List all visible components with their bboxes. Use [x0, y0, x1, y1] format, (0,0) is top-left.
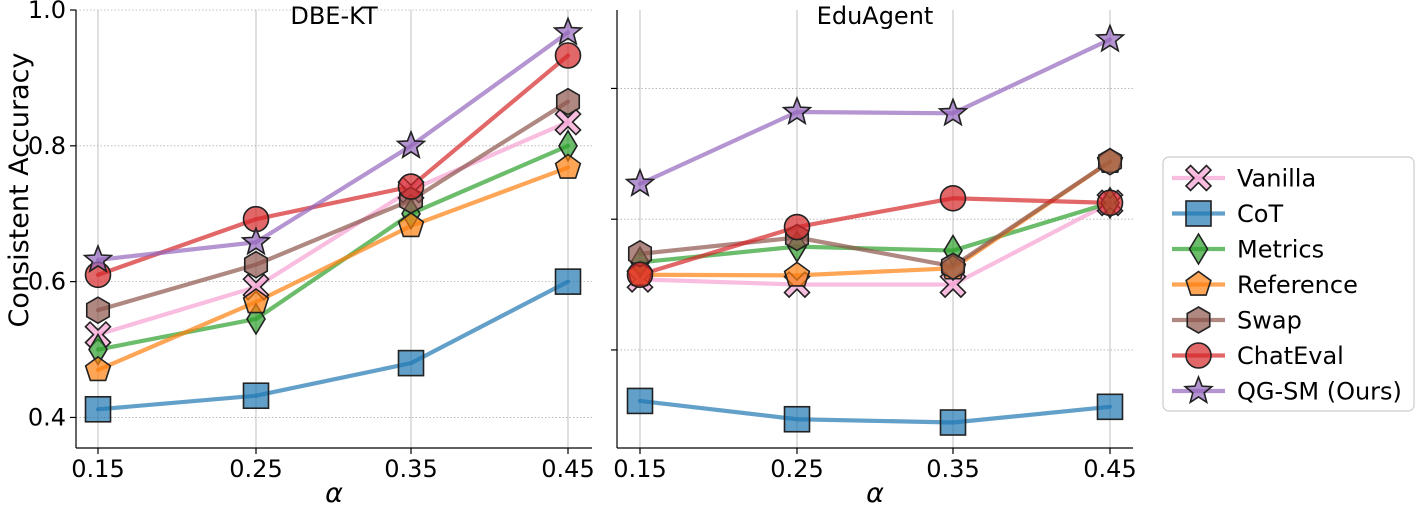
data-point-cot — [939, 409, 967, 436]
series-line-metrics — [637, 200, 1113, 265]
series-line-reference — [637, 159, 1113, 278]
legend-frame — [1162, 156, 1415, 412]
legend-label-reference: Reference — [1237, 271, 1358, 299]
series-line-cot — [637, 398, 1113, 425]
data-point-reference — [397, 211, 425, 238]
x-tick-label: 0.35 — [384, 455, 437, 483]
data-point-qg-sm-ours — [395, 129, 427, 159]
y-tick-label: 0.8 — [28, 132, 66, 160]
legend-label-metrics: Metrics — [1237, 236, 1324, 264]
panel-dbe-kt: 0.15 0.25 0.35 0.45 0.4 0.6 0.8 1.0 DBE-KT α — [28, 0, 595, 509]
legend-pentagon-icon — [1185, 270, 1212, 296]
panel-eduagent: 0.15 0.25 0.35 0.45 EduAgent α — [611, 2, 1137, 509]
data-point-qg-sm-ours — [937, 97, 969, 127]
series-line-chateval — [95, 53, 571, 277]
chart-title: DBE-KT — [290, 2, 378, 30]
series-line-swap — [637, 159, 1113, 269]
legend-label-qg-sm-ours: QG-SM (Ours) — [1237, 378, 1402, 406]
data-point-chateval — [554, 42, 582, 69]
data-point-cot — [397, 349, 425, 377]
chart-title: EduAgent — [817, 2, 934, 30]
series-line-chateval — [637, 196, 1113, 277]
data-point-cot — [1096, 393, 1124, 421]
legend-x-icon — [1184, 164, 1213, 192]
data-point-cot — [242, 382, 270, 410]
data-point-cot — [554, 268, 582, 295]
x-tick-label: 0.15 — [71, 455, 124, 483]
ticks-right: 0.15 0.25 0.35 0.45 — [611, 87, 1137, 483]
data-point-swap — [555, 87, 581, 116]
series-line-swap — [95, 99, 571, 313]
data-point-reference — [84, 355, 112, 382]
x-tick-label: 0.25 — [770, 455, 823, 483]
data-point-swap — [940, 252, 966, 281]
data-point-reference — [783, 261, 811, 287]
y-tick-label: 0.4 — [28, 403, 66, 431]
data-point-qg-sm-ours — [240, 226, 272, 256]
series-left — [82, 16, 584, 423]
legend-square-icon — [1185, 200, 1212, 227]
data-point-qg-sm-ours — [552, 16, 584, 46]
data-point-chateval — [783, 213, 811, 241]
data-point-qg-sm-ours — [624, 167, 656, 198]
x-tick-label: 0.45 — [541, 455, 594, 483]
legend-label-swap: Swap — [1237, 307, 1302, 335]
series-line-vanilla — [95, 119, 571, 337]
legend-label-cot: CoT — [1237, 200, 1283, 228]
data-point-qg-sm-ours — [1094, 23, 1126, 53]
data-point-reference — [242, 288, 270, 314]
series-line-cot — [95, 279, 571, 412]
data-point-vanilla — [554, 108, 582, 136]
data-point-cot — [626, 387, 654, 415]
data-point-qg-sm-ours — [82, 243, 114, 274]
y-axis-label: Consistent Accuracy — [4, 53, 35, 328]
series-right — [624, 23, 1126, 436]
legend-label-chateval: ChatEval — [1237, 342, 1344, 370]
x-tick-label: 0.35 — [926, 455, 979, 483]
legend-hexagon-icon — [1186, 306, 1211, 334]
series-line-reference — [95, 165, 571, 373]
data-point-chateval — [939, 184, 967, 212]
x-axis-label: α — [866, 478, 884, 509]
data-point-swap — [85, 296, 111, 325]
legend-entries: Vanilla CoT Metrics Reference Swap ChatEval QG… — [1172, 164, 1402, 406]
x-axis-label: α — [325, 478, 343, 509]
data-point-chateval — [397, 173, 425, 200]
data-point-cot — [783, 405, 811, 433]
data-point-cot — [84, 395, 112, 423]
grid-left — [76, 9, 592, 448]
series-line-qg-sm-ours — [95, 30, 571, 262]
data-point-reference — [554, 153, 582, 179]
data-point-chateval — [626, 261, 654, 289]
x-tick-label: 0.25 — [229, 455, 282, 483]
y-tick-label: 0.6 — [28, 268, 66, 296]
legend-label-vanilla: Vanilla — [1237, 165, 1316, 193]
x-tick-label: 0.15 — [613, 455, 666, 483]
data-point-swap — [1097, 147, 1123, 176]
data-point-swap — [243, 250, 269, 279]
x-tick-label: 0.45 — [1083, 455, 1136, 483]
series-line-vanilla — [637, 200, 1113, 287]
legend: Vanilla CoT Metrics Reference Swap ChatEval QG… — [1162, 156, 1415, 412]
ticks-left: 0.15 0.25 0.35 0.45 0.4 0.6 0.8 1.0 — [28, 0, 595, 483]
legend-circle-icon — [1185, 342, 1212, 369]
series-line-qg-sm-ours — [637, 37, 1113, 186]
legend-diamond-icon — [1188, 232, 1209, 266]
data-point-qg-sm-ours — [781, 95, 813, 126]
data-point-chateval — [1096, 189, 1124, 217]
y-tick-label: 1.0 — [28, 0, 66, 24]
legend-star-icon — [1183, 374, 1214, 405]
